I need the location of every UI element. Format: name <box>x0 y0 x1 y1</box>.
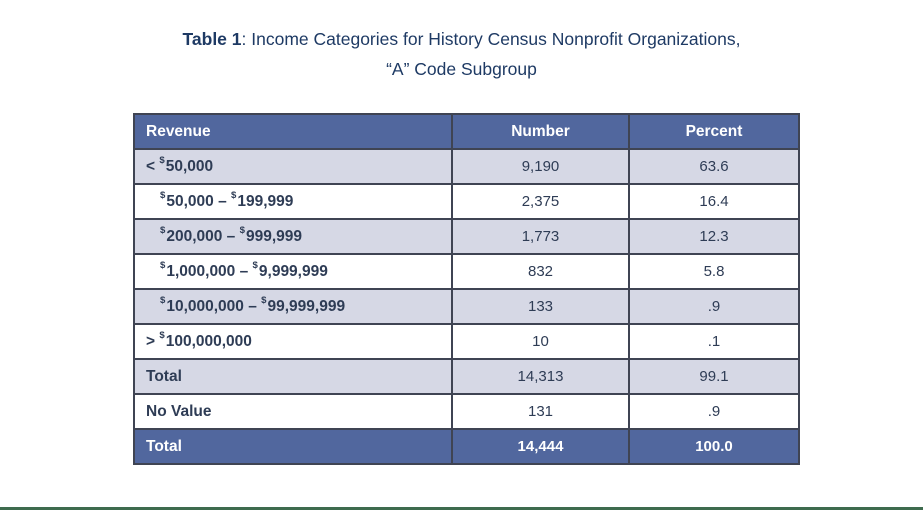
header-row: Revenue Number Percent <box>133 113 800 150</box>
dollar-sign: $ <box>160 190 166 202</box>
table-caption: Table 1: Income Categories for History C… <box>0 24 923 84</box>
dollar-sign: $ <box>159 330 165 342</box>
table-row: Total 14,444 100.0 <box>133 428 800 465</box>
table-header: Revenue Number Percent <box>133 113 800 150</box>
number-cell: 14,313 <box>451 358 630 395</box>
dollar-sign: $ <box>159 155 165 167</box>
bottom-divider-rule <box>0 507 923 510</box>
dollar-sign: $ <box>231 190 237 202</box>
revenue-cell: No Value <box>133 393 453 430</box>
table-row: $50,000 – $199,999 2,375 16.4 <box>133 183 800 220</box>
number-cell: 133 <box>451 288 630 325</box>
table-row: > $100,000,000 10.1 <box>133 323 800 360</box>
dollar-sign: $ <box>160 225 166 237</box>
number-cell: 9,190 <box>451 148 630 185</box>
revenue-cell: $200,000 – $999,999 <box>133 218 453 255</box>
table-row: $1,000,000 – $9,999,999 832 5.8 <box>133 253 800 290</box>
table-caption-label: Table 1 <box>182 29 242 49</box>
column-header-revenue: Revenue <box>133 113 453 150</box>
revenue-cell: < $50,000 <box>133 148 453 185</box>
revenue-cell: $10,000,000 – $99,999,999 <box>133 288 453 325</box>
number-cell: 1,773 <box>451 218 630 255</box>
revenue-cell: > $100,000,000 <box>133 323 453 360</box>
number-cell: 2,375 <box>451 183 630 220</box>
revenue-cell: $1,000,000 – $9,999,999 <box>133 253 453 290</box>
percent-cell: .9 <box>628 393 800 430</box>
percent-cell: 5.8 <box>628 253 800 290</box>
percent-cell: 63.6 <box>628 148 800 185</box>
percent-cell: 100.0 <box>628 428 800 465</box>
income-categories-table: Revenue Number Percent < $50,000 9,190 63.… <box>133 113 800 465</box>
table-row: Total 14,313 99.1 <box>133 358 800 395</box>
dollar-sign: $ <box>160 295 166 307</box>
revenue-cell: Total <box>133 428 453 465</box>
dollar-sign: $ <box>239 225 245 237</box>
number-cell: 832 <box>451 253 630 290</box>
dollar-sign: $ <box>261 295 267 307</box>
percent-cell: .1 <box>628 323 800 360</box>
dollar-sign: $ <box>252 260 258 272</box>
table-row: $200,000 – $999,999 1,773 12.3 <box>133 218 800 255</box>
table-row: No Value 131.9 <box>133 393 800 430</box>
column-header-percent: Percent <box>628 113 800 150</box>
table-caption-line2: “A” Code Subgroup <box>386 59 537 79</box>
percent-cell: 12.3 <box>628 218 800 255</box>
revenue-cell: Total <box>133 358 453 395</box>
percent-cell: 99.1 <box>628 358 800 395</box>
revenue-cell: $50,000 – $199,999 <box>133 183 453 220</box>
number-cell: 14,444 <box>451 428 630 465</box>
table-body: < $50,000 9,190 63.6 $50,000 – $199,999 2,37… <box>133 148 800 465</box>
percent-cell: .9 <box>628 288 800 325</box>
dollar-sign: $ <box>160 260 166 272</box>
table-caption-text: : Income Categories for History Census N… <box>241 29 741 49</box>
table-row: < $50,000 9,190 63.6 <box>133 148 800 185</box>
number-cell: 10 <box>451 323 630 360</box>
column-header-number: Number <box>451 113 630 150</box>
table-row: $10,000,000 – $99,999,999 133.9 <box>133 288 800 325</box>
number-cell: 131 <box>451 393 630 430</box>
percent-cell: 16.4 <box>628 183 800 220</box>
